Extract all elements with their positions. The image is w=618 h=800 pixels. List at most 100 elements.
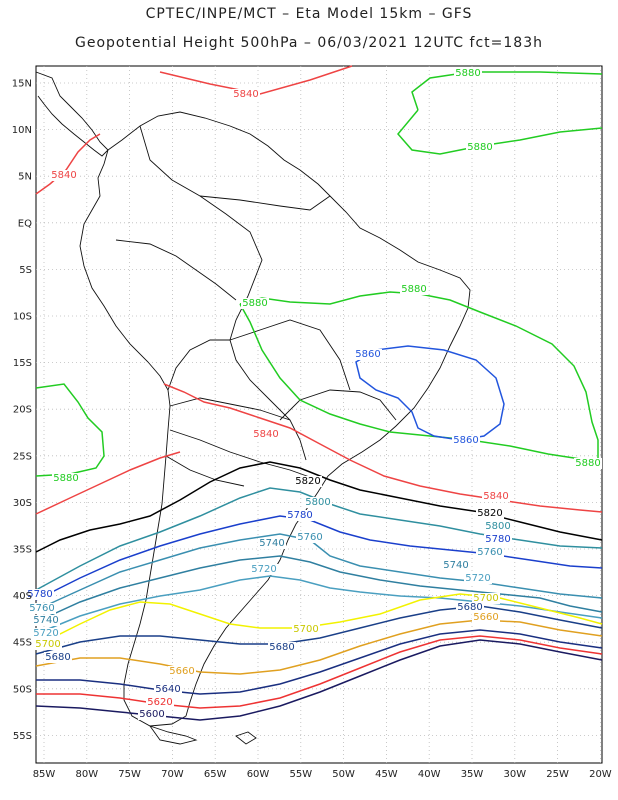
lat-tick-label: 35S xyxy=(13,545,32,556)
contour-label: 5840 xyxy=(233,89,258,100)
contour-label-bg xyxy=(454,68,482,79)
contour-label: 5820 xyxy=(295,476,320,487)
contour-label-bg xyxy=(232,89,260,100)
contour-label: 5680 xyxy=(269,642,294,653)
contour-label: 5880 xyxy=(455,68,480,79)
contour-label: 5740 xyxy=(259,538,284,549)
contour-5780 xyxy=(35,515,603,601)
contour-label: 5880 xyxy=(242,298,267,309)
lat-tick-label: 50S xyxy=(13,684,32,695)
lat-tick-label: 5N xyxy=(18,172,32,183)
lat-tick-label: 15S xyxy=(13,358,32,369)
lat-tick-label: 15N xyxy=(12,79,32,90)
contour-label: 5720 xyxy=(465,573,490,584)
contour-label: 5640 xyxy=(155,684,180,695)
lon-tick-label: 35W xyxy=(461,769,484,780)
contour-5840 xyxy=(163,383,603,513)
contour-label: 5780 xyxy=(485,534,510,545)
contour-label-bg xyxy=(44,652,72,663)
contour-label-bg xyxy=(484,521,512,532)
contour-label-bg xyxy=(154,684,182,695)
lat-tick-label: 10S xyxy=(13,312,32,323)
contour-5760 xyxy=(35,533,603,611)
contour-label: 5880 xyxy=(401,284,426,295)
lat-tick-label: 55S xyxy=(13,731,32,742)
contour-label: 5880 xyxy=(575,458,600,469)
contour-label-bg xyxy=(26,589,54,600)
lat-tick-label: EQ xyxy=(18,218,32,229)
lat-tick-label: 25S xyxy=(13,451,32,462)
lon-tick-label: 30W xyxy=(503,769,526,780)
contour-label-bg xyxy=(304,497,332,508)
contour-5840 xyxy=(35,133,101,195)
contour-label-bg xyxy=(146,697,174,708)
lon-tick-label: 80W xyxy=(75,769,98,780)
contour-label-bg xyxy=(484,534,512,545)
contour-5880 xyxy=(411,71,603,111)
contour-label: 5680 xyxy=(457,602,482,613)
contour-label-bg xyxy=(294,476,322,487)
contour-label-bg xyxy=(466,142,494,153)
contour-label: 5880 xyxy=(467,142,492,153)
contour-5880 xyxy=(239,291,599,463)
contour-label: 5700 xyxy=(35,639,60,650)
lat-tick-label: 20S xyxy=(13,405,32,416)
contour-label-bg xyxy=(286,510,314,521)
contour-5600 xyxy=(35,639,603,721)
lon-tick-label: 25W xyxy=(546,769,569,780)
contour-label-bg xyxy=(32,615,60,626)
contour-label-bg xyxy=(354,349,382,360)
contour-5860 xyxy=(355,345,505,441)
lon-tick-label: 70W xyxy=(161,769,184,780)
contour-label-bg xyxy=(476,547,504,558)
contour-label-bg xyxy=(268,642,296,653)
contour-label: 5700 xyxy=(293,624,318,635)
contour-label-bg xyxy=(400,284,428,295)
contour-label-bg xyxy=(32,628,60,639)
lon-tick-label: 50W xyxy=(332,769,355,780)
lon-tick-label: 75W xyxy=(118,769,141,780)
lon-tick-label: 55W xyxy=(289,769,312,780)
contour-label: 5860 xyxy=(453,435,478,446)
contour-label: 5820 xyxy=(477,508,502,519)
contour-label: 5740 xyxy=(33,615,58,626)
contour-label-bg xyxy=(472,612,500,623)
contour-5840 xyxy=(35,451,181,515)
contour-label: 5760 xyxy=(297,532,322,543)
contour-label: 5660 xyxy=(169,666,194,677)
contour-label-bg xyxy=(442,560,470,571)
lat-tick-label: 10N xyxy=(12,125,32,136)
lat-tick-label: 5S xyxy=(19,265,32,276)
contour-label-bg xyxy=(28,603,56,614)
contour-label: 5620 xyxy=(147,697,172,708)
contour-label: 5840 xyxy=(483,491,508,502)
contour-5660 xyxy=(35,619,603,675)
contour-label: 5660 xyxy=(473,612,498,623)
map-title: CPTEC/INPE/MCT – Eta Model 15km – GFS xyxy=(145,6,473,22)
contour-label-bg xyxy=(472,593,500,604)
contour-label-bg xyxy=(296,532,324,543)
contour-label-bg xyxy=(292,624,320,635)
contour-5620 xyxy=(36,635,603,709)
contour-label-bg xyxy=(34,639,62,650)
contour-label: 5720 xyxy=(251,564,276,575)
contour-label: 5780 xyxy=(27,589,52,600)
contour-label: 5880 xyxy=(53,473,78,484)
axis-ticks: 15N 10N 5N EQ 5S 10S 15S 20S 25S 30S 35S 40S 45S 50S 5… xyxy=(12,79,612,781)
contour-5680 xyxy=(35,605,603,655)
contour-label-bg xyxy=(168,666,196,677)
lon-tick-label: 20W xyxy=(589,769,612,780)
contour-label: 5760 xyxy=(477,547,502,558)
contour-label: 5800 xyxy=(305,497,330,508)
map-subtitle: Geopotential Height 500hPa – 06/03/2021 … xyxy=(75,35,543,51)
contour-label: 5860 xyxy=(355,349,380,360)
contour-label: 5680 xyxy=(45,652,70,663)
contour-label: 5840 xyxy=(51,170,76,181)
contour-label-bg xyxy=(252,429,280,440)
contour-labels: 5880 5880 5880 5880 5880 5880 5860 5860 5840 5840… xyxy=(26,68,602,720)
map-frame xyxy=(35,65,603,764)
contour-label-bg xyxy=(464,573,492,584)
contour-label: 5720 xyxy=(33,628,58,639)
lat-tick-label: 45S xyxy=(13,638,32,649)
